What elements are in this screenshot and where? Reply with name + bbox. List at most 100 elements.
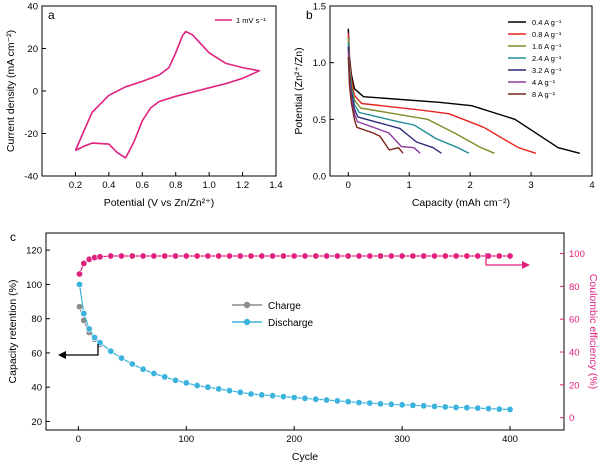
c-data-point — [161, 373, 169, 381]
c-data-point — [409, 252, 417, 260]
c-data-point — [258, 391, 266, 399]
c-data-point — [495, 405, 503, 413]
c-data-point — [452, 252, 460, 260]
c-data-point — [366, 252, 374, 260]
c-y2tick-label: 0 — [569, 413, 574, 424]
b-xlabel: Capacity (mAh cm⁻²) — [412, 197, 510, 209]
b-ytick-label: 0.0 — [313, 172, 326, 183]
c-data-point — [118, 354, 126, 362]
b-xtick-label: 3 — [528, 180, 533, 191]
b-series-line — [347, 51, 421, 154]
a-xtick-label: 1.0 — [203, 180, 216, 191]
c-data-point — [193, 381, 201, 389]
c-y2tick-label: 60 — [569, 315, 580, 326]
c-data-point — [376, 252, 384, 260]
c-xlabel: Cycle — [292, 451, 318, 463]
b-legend-label: 1.6 A g⁻¹ — [532, 42, 562, 51]
a-xtick-label: 0.4 — [102, 180, 115, 191]
c-data-point — [290, 393, 298, 401]
c-y2tick-label: 80 — [569, 282, 580, 293]
c-data-point — [247, 390, 255, 398]
b-ylabel: Potential (Zn²⁺/Zn) — [293, 47, 305, 134]
b-legend-label: 2.4 A g⁻¹ — [532, 54, 562, 63]
panel-c-letter: c — [10, 230, 16, 244]
c-data-point — [333, 252, 341, 260]
c-data-point — [495, 252, 503, 260]
c-xtick-label: 300 — [394, 434, 410, 445]
c-data-point — [182, 379, 190, 387]
c-data-point — [236, 388, 244, 396]
c-xtick-label: 200 — [286, 434, 302, 445]
c-data-point — [355, 252, 363, 260]
c-ytick-label: 20 — [31, 417, 42, 428]
c-data-point — [96, 253, 104, 261]
c-data-point — [279, 393, 287, 401]
c-data-point — [139, 252, 147, 260]
b-series-line — [347, 46, 442, 154]
c-data-point — [506, 405, 514, 413]
c-ylabel: Capacity retention (%) — [7, 280, 19, 384]
panel-c-frame — [45, 232, 565, 431]
a-ytick-label: -20 — [24, 129, 38, 140]
c-data-point — [76, 280, 84, 288]
panel-b: 0 1 2 3 4 0.0 0.5 1.0 1.5 Capacity (mAh cm⁻²) Pote… — [293, 2, 595, 210]
c-data-point — [139, 365, 147, 373]
c-ytick-label: 80 — [31, 314, 42, 325]
c-data-point — [85, 325, 93, 333]
a-xtick-label: 0.2 — [69, 180, 82, 191]
c-data-point — [107, 347, 115, 355]
a-ytick-label: -40 — [24, 172, 38, 183]
c-data-point — [107, 252, 115, 260]
b-legend-label: 4 A g⁻¹ — [532, 78, 556, 87]
c-left-axis-arrow — [64, 344, 99, 356]
c-data-point — [161, 252, 169, 260]
c-data-point — [236, 252, 244, 260]
c-data-point — [333, 397, 341, 405]
c-data-point — [474, 252, 482, 260]
c-data-point — [301, 394, 309, 402]
b-xtick-label: 1 — [407, 180, 412, 191]
c-ytick-label: 100 — [26, 280, 42, 291]
c-data-point — [344, 252, 352, 260]
b-xtick-label: 2 — [467, 180, 472, 191]
c-right-axis-arrow — [485, 253, 523, 266]
c-data-point — [441, 252, 449, 260]
c-data-point — [344, 398, 352, 406]
c-data-point — [128, 360, 136, 368]
b-ytick-label: 1.0 — [313, 58, 326, 69]
c-data-point — [312, 252, 320, 260]
b-legend-label: 8 A g⁻¹ — [532, 90, 556, 99]
c-data-point — [441, 403, 449, 411]
c-data-point — [258, 252, 266, 260]
c-data-point — [150, 252, 158, 260]
c-data-point — [420, 252, 428, 260]
c-data-point — [279, 252, 287, 260]
c-legend-marker — [243, 301, 251, 309]
c-data-point — [226, 252, 234, 260]
b-series-line — [347, 37, 495, 154]
b-xtick-label: 0 — [346, 180, 351, 191]
c-data-point — [128, 252, 136, 260]
c-ytick-label: 120 — [26, 246, 42, 257]
c-data-point — [398, 252, 406, 260]
c-data-point — [118, 252, 126, 260]
c-data-point — [366, 399, 374, 407]
c-data-point — [150, 369, 158, 377]
b-ytick-label: 1.5 — [313, 2, 326, 13]
panel-a-letter: a — [48, 8, 55, 22]
c-data-point — [269, 252, 277, 260]
a-xtick-label: 0.8 — [169, 180, 182, 191]
c-data-point — [269, 392, 277, 400]
a-xtick-label: 1.4 — [269, 180, 282, 191]
c-data-point — [247, 252, 255, 260]
b-series-line — [347, 56, 404, 154]
a-cv-curve — [74, 30, 261, 159]
c-data-point — [172, 252, 180, 260]
c-xtick-label: 0 — [76, 434, 81, 445]
c-data-point — [387, 252, 395, 260]
c-data-point — [80, 259, 88, 267]
c-legend-label: Discharge — [268, 318, 313, 329]
c-data-point — [80, 309, 88, 317]
panel-b-frame — [329, 5, 593, 177]
